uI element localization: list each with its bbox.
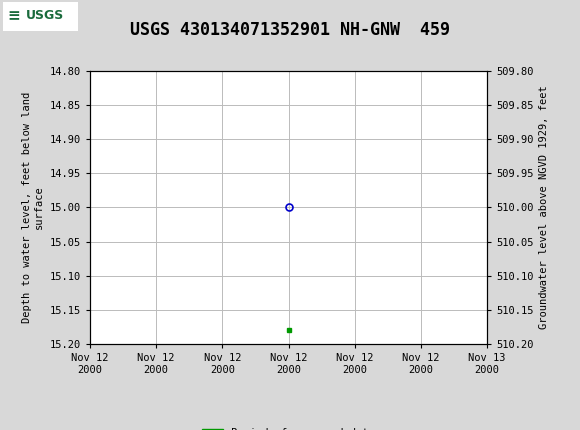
Text: USGS 430134071352901 NH-GNW  459: USGS 430134071352901 NH-GNW 459 [130, 21, 450, 39]
Legend: Period of approved data: Period of approved data [198, 424, 379, 430]
Y-axis label: Depth to water level, feet below land
surface: Depth to water level, feet below land su… [23, 92, 44, 323]
Y-axis label: Groundwater level above NGVD 1929, feet: Groundwater level above NGVD 1929, feet [539, 86, 549, 329]
Text: USGS: USGS [26, 9, 64, 22]
Text: ≡: ≡ [7, 8, 20, 23]
Bar [3, 2, 78, 31]
